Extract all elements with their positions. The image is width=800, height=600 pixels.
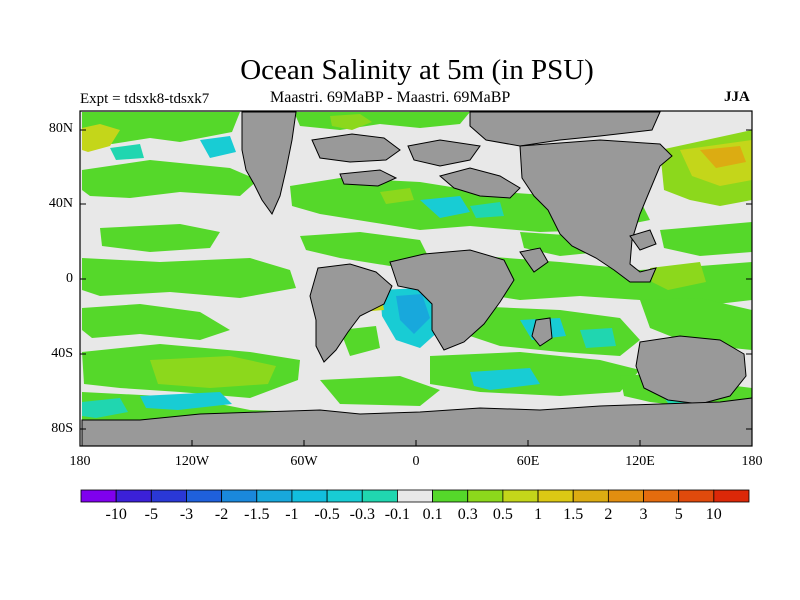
lon-label: 120W [174, 454, 210, 469]
page-title: Ocean Salinity at 5m (in PSU) [240, 54, 594, 86]
lat-label: 40S [51, 346, 73, 361]
land-masses [81, 111, 753, 447]
anomaly-patch [470, 368, 540, 390]
anomaly-patch [340, 326, 380, 356]
anomaly-patch [380, 188, 414, 204]
colorbar-swatch [397, 489, 433, 503]
colorbar-swatch [291, 489, 328, 503]
lat-label: 80S [51, 421, 73, 436]
anomaly-patch [396, 294, 430, 334]
colorbar-tick-label: -0.1 [384, 506, 411, 523]
colorbar-tick-label: -2 [214, 506, 229, 523]
anomaly-patch [300, 232, 430, 266]
anomaly-patch [82, 258, 296, 298]
colorbar-swatch [221, 489, 258, 503]
colorbar-swatch [607, 489, 644, 503]
anomaly-patch [82, 304, 230, 340]
anomaly-patch [320, 376, 440, 406]
anomaly-patch [640, 298, 752, 350]
colorbar-tick-label: 1 [534, 506, 543, 523]
colorbar-tick-label: -1 [285, 506, 299, 523]
colorbar-swatch [186, 489, 223, 503]
colorbar-tick-label: 0.3 [457, 506, 478, 523]
lat-label: 0 [66, 271, 73, 286]
colorbar-swatch [80, 489, 117, 503]
pacific-island [629, 229, 657, 251]
lon-label: 60W [290, 454, 318, 469]
colorbar-swatch [115, 489, 152, 503]
europe-north [407, 139, 481, 167]
colorbar-swatch [678, 489, 715, 503]
colorbar-tick-label: 2 [604, 506, 613, 523]
colorbar-swatch [432, 489, 469, 503]
colorbar-tick-label: -3 [179, 506, 194, 523]
colorbar-tick-label: -1.5 [244, 506, 270, 523]
north-america [241, 111, 297, 216]
colorbar-tick-label: 0.1 [422, 506, 443, 523]
india [519, 247, 549, 273]
madagascar [531, 317, 553, 347]
lon-label: 0 [412, 454, 420, 469]
colorbar-swatch [537, 489, 574, 503]
lon-label: 120E [625, 454, 655, 469]
asia [519, 139, 673, 283]
season-label: JJA [724, 89, 750, 105]
colorbar-swatch [467, 489, 504, 503]
anomaly-patch [470, 202, 504, 218]
lat-ticks [80, 129, 752, 430]
colorbar-tick-label: 5 [674, 506, 683, 523]
colorbar-tick-label: -0.3 [349, 506, 375, 523]
colorbar-swatch [502, 489, 539, 503]
anomaly-patch [140, 392, 232, 410]
anomaly-patch [330, 114, 372, 130]
colorbar-tick-label: 10 [705, 506, 722, 523]
subtitle: Maastri. 69MaBP - Maastri. 69MaBP [270, 89, 511, 106]
anomaly-patch [650, 262, 706, 290]
anomaly-patch [200, 136, 236, 158]
anomaly-patch [82, 160, 258, 198]
anomaly-patch [700, 146, 746, 168]
colorbar-swatch [150, 489, 187, 503]
colorbar-swatch [256, 489, 293, 503]
lat-label: 40N [48, 196, 73, 211]
anomaly-patch [420, 196, 470, 218]
colorbar-swatch [713, 489, 750, 503]
colorbar-swatch [361, 489, 398, 503]
anomaly-patch [82, 112, 240, 144]
greenland [311, 133, 401, 163]
lon-label: 60E [516, 454, 540, 469]
colorbar-tick-label: 3 [639, 506, 648, 523]
lon-label: 180 [69, 454, 91, 469]
colorbar-tick-label: -0.5 [314, 506, 340, 523]
experiment-label: Expt = tdsxk8-tdsxk7 [80, 91, 210, 107]
anomaly-patch [580, 328, 616, 348]
lat-label: 80N [48, 121, 73, 136]
colorbar-swatch [572, 489, 609, 503]
colorbar-swatch [643, 489, 680, 503]
colorbar [80, 489, 750, 503]
anomaly-patch [150, 356, 276, 388]
anomaly-patch [82, 124, 120, 152]
anomaly-patch [100, 224, 220, 252]
south-america [309, 263, 393, 363]
australia [635, 335, 747, 405]
africa [389, 249, 515, 351]
colorbar-tick-label: -10 [105, 506, 127, 523]
colorbar-tick-label: 1.5 [563, 506, 584, 523]
europe [438, 167, 521, 199]
lon-ticks [79, 440, 753, 446]
lon-label: 180 [741, 454, 763, 469]
asia-north [469, 111, 661, 147]
colorbar-tick-label: 0.5 [492, 506, 513, 523]
north-atlantic-island [339, 169, 398, 187]
anomaly-patch [82, 398, 128, 418]
anomaly-patch [660, 222, 752, 256]
colorbar-tick-label: -5 [144, 506, 158, 523]
anomaly-patch [110, 144, 144, 160]
colorbar-swatch [326, 489, 363, 503]
